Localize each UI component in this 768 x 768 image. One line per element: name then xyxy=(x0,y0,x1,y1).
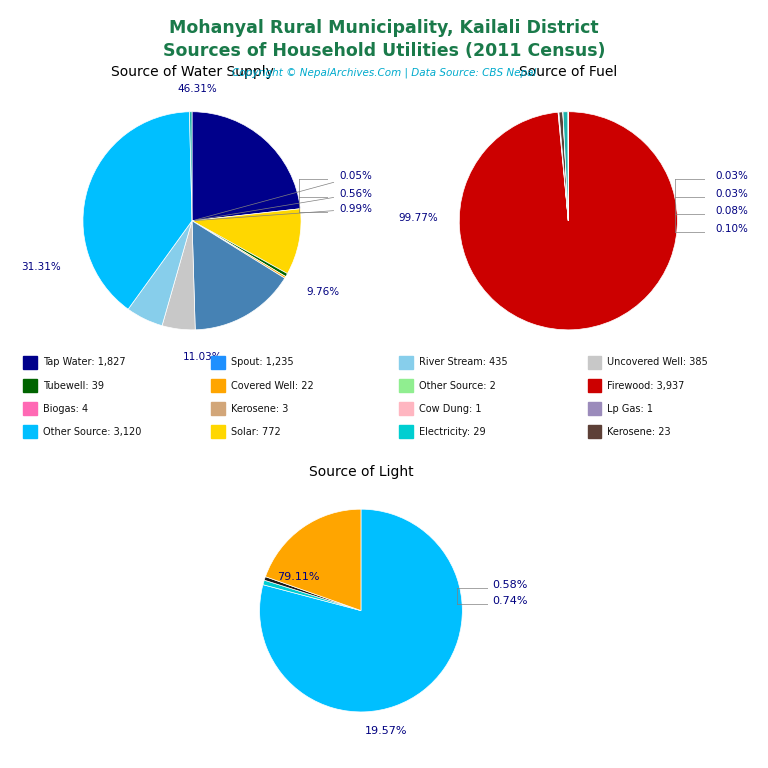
Text: 0.99%: 0.99% xyxy=(195,204,372,220)
Text: 79.11%: 79.11% xyxy=(276,572,319,582)
Text: 0.03%: 0.03% xyxy=(716,171,749,181)
Text: 0.03%: 0.03% xyxy=(716,189,749,199)
Wedge shape xyxy=(264,577,361,611)
Wedge shape xyxy=(266,509,361,611)
Wedge shape xyxy=(563,112,568,221)
Text: Tap Water: 1,827: Tap Water: 1,827 xyxy=(43,357,126,368)
Text: Lp Gas: 1: Lp Gas: 1 xyxy=(607,403,654,414)
Title: Source of Water Supply: Source of Water Supply xyxy=(111,65,273,79)
Text: Firewood: 3,937: Firewood: 3,937 xyxy=(607,380,685,391)
Wedge shape xyxy=(558,112,568,221)
Text: Spout: 1,235: Spout: 1,235 xyxy=(231,357,294,368)
Text: Electricity: 29: Electricity: 29 xyxy=(419,426,486,437)
Text: Biogas: 4: Biogas: 4 xyxy=(43,403,88,414)
Text: Kerosene: 3: Kerosene: 3 xyxy=(231,403,289,414)
Text: Mohanyal Rural Municipality, Kailali District: Mohanyal Rural Municipality, Kailali Dis… xyxy=(169,19,599,37)
Text: Uncovered Well: 385: Uncovered Well: 385 xyxy=(607,357,708,368)
Text: 19.57%: 19.57% xyxy=(365,727,408,737)
Text: 0.10%: 0.10% xyxy=(716,223,749,233)
Text: River Stream: 435: River Stream: 435 xyxy=(419,357,508,368)
Text: 0.74%: 0.74% xyxy=(493,597,528,607)
Text: Solar: 772: Solar: 772 xyxy=(231,426,281,437)
Wedge shape xyxy=(563,112,568,221)
Text: 99.77%: 99.77% xyxy=(398,213,438,223)
Text: Other Source: 2: Other Source: 2 xyxy=(419,380,496,391)
Text: 0.56%: 0.56% xyxy=(195,189,372,220)
Title: Source of Light: Source of Light xyxy=(309,465,413,478)
Wedge shape xyxy=(260,509,462,712)
Text: 11.03%: 11.03% xyxy=(183,353,223,362)
Text: Covered Well: 22: Covered Well: 22 xyxy=(231,380,314,391)
Wedge shape xyxy=(559,112,568,221)
Wedge shape xyxy=(162,221,195,329)
Text: 31.31%: 31.31% xyxy=(22,262,61,272)
Wedge shape xyxy=(192,111,300,221)
Wedge shape xyxy=(559,112,568,221)
Wedge shape xyxy=(459,111,677,329)
Wedge shape xyxy=(190,111,192,221)
Text: Cow Dung: 1: Cow Dung: 1 xyxy=(419,403,482,414)
Text: Other Source: 3,120: Other Source: 3,120 xyxy=(43,426,141,437)
Text: Kerosene: 23: Kerosene: 23 xyxy=(607,426,671,437)
Wedge shape xyxy=(192,221,285,329)
Text: 9.76%: 9.76% xyxy=(306,287,339,297)
Text: Tubewell: 39: Tubewell: 39 xyxy=(43,380,104,391)
Wedge shape xyxy=(192,209,301,273)
Wedge shape xyxy=(83,112,192,310)
Text: 0.05%: 0.05% xyxy=(194,171,372,220)
Text: 0.08%: 0.08% xyxy=(716,207,749,217)
Wedge shape xyxy=(263,580,361,611)
Wedge shape xyxy=(192,221,287,276)
Text: 46.31%: 46.31% xyxy=(177,84,217,94)
Wedge shape xyxy=(192,221,286,278)
Text: Copyright © NepalArchives.Com | Data Source: CBS Nepal: Copyright © NepalArchives.Com | Data Sou… xyxy=(232,68,536,78)
Title: Source of Fuel: Source of Fuel xyxy=(519,65,617,79)
Text: 0.58%: 0.58% xyxy=(493,581,528,591)
Text: Sources of Household Utilities (2011 Census): Sources of Household Utilities (2011 Cen… xyxy=(163,42,605,60)
Wedge shape xyxy=(128,221,192,326)
